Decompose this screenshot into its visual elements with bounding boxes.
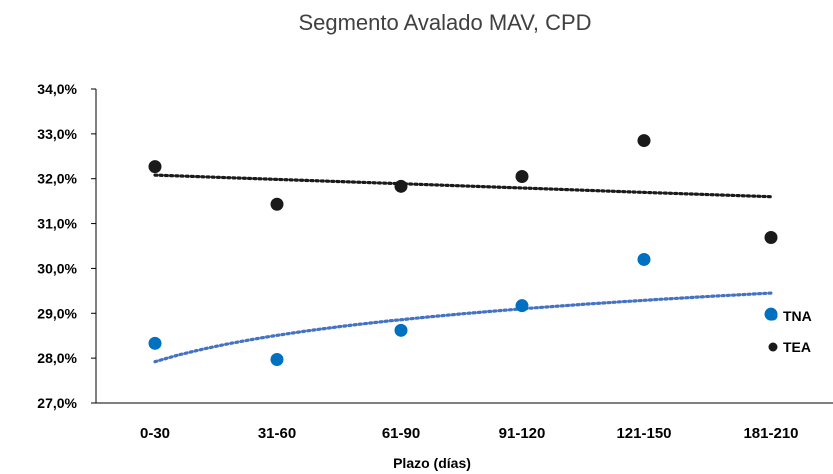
y-tick-label: 27,0% [37,395,77,411]
y-tick-labels: 27,0% 28,0% 29,0% 30,0% 31,0% 32,0% 33,0% 34,0% [37,81,96,411]
point-tna [270,352,284,366]
y-tick-label: 29,0% [37,305,77,321]
point-tna [637,252,651,266]
x-tick-label: 0-30 [140,425,170,442]
x-tick-label: 121-150 [616,425,671,442]
trendline-tea [153,173,773,199]
point-tea [515,169,529,183]
y-tick-label: 34,0% [37,81,77,97]
trendlines [153,173,773,364]
legend-label-tna: TNA [783,308,812,324]
y-tick-label: 33,0% [37,126,77,142]
legend: TNA TEA [768,308,812,355]
x-tick-label: 181-210 [743,425,798,442]
data-points [148,134,778,366]
point-tea [394,179,408,193]
point-tna [394,323,408,337]
point-tea [270,197,284,211]
point-tea [148,160,162,174]
x-tick-label: 61-90 [382,425,420,442]
y-tick-label: 32,0% [37,171,77,187]
x-tick-label: 31-60 [258,425,296,442]
point-tea [637,134,651,148]
legend-marker-tna [768,311,778,321]
point-tea [764,230,778,244]
y-tick-label: 31,0% [37,216,77,232]
legend-marker-tea [768,342,778,352]
point-tna [148,336,162,350]
legend-label-tea: TEA [783,339,811,355]
chart-title: Segmento Avalado MAV, CPD [298,10,591,35]
x-tick-label: 91-120 [499,425,546,442]
x-axis-label: Plazo (días) [393,455,471,471]
y-tick-label: 30,0% [37,260,77,276]
x-tick-labels: 0-30 31-60 61-90 91-120 121-150 181-210 [140,425,799,442]
trendline-tna [153,291,773,364]
y-tick-label: 28,0% [37,350,77,366]
point-tna [515,299,529,313]
